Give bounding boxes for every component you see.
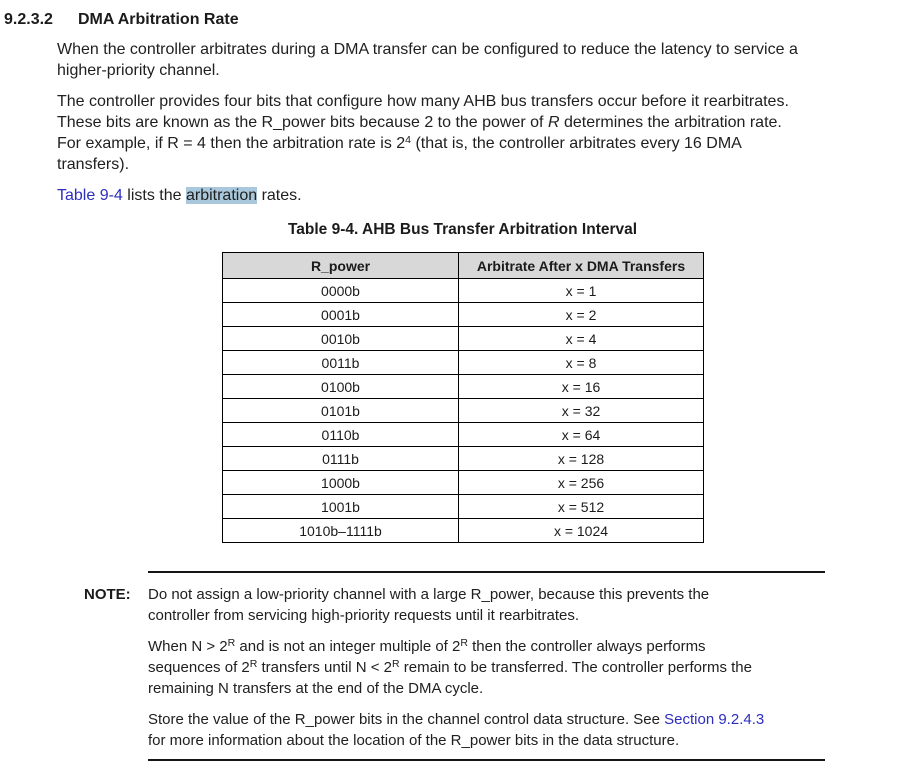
table-row: 0111b x = 128 xyxy=(222,446,704,471)
table-cell: 1000b xyxy=(222,470,459,495)
variable-name: R xyxy=(547,114,560,131)
text-run: determines the arbitration rate. xyxy=(559,114,782,131)
table-cell: x = 2 xyxy=(458,302,704,327)
body-paragraphs: When the controller arbitrates during a … xyxy=(57,39,908,206)
superscript: R xyxy=(392,658,400,670)
table-row: 0101b x = 32 xyxy=(222,398,704,423)
text-run: and is not an integer multiple of 2 xyxy=(235,638,461,655)
table-header-cell: Arbitrate After x DMA Transfers xyxy=(458,252,704,279)
text-run: (that is, the controller arbitrates ever… xyxy=(411,135,742,152)
table-cell: x = 128 xyxy=(458,446,704,471)
table-header: R_power Arbitrate After x DMA Transfers xyxy=(222,252,704,279)
text-run: The controller provides four bits that c… xyxy=(57,93,789,110)
text-run: transfers until N < 2 xyxy=(257,659,393,676)
section-title: DMA Arbitration Rate xyxy=(78,11,239,28)
table-row: 0100b x = 16 xyxy=(222,374,704,399)
para-table-ref: Table 9-4 lists the arbitration rates. xyxy=(57,185,908,206)
table-cell: x = 8 xyxy=(458,350,704,375)
text-run: When N > 2 xyxy=(148,638,228,655)
text-run: controller from servicing high-priority … xyxy=(148,607,579,624)
table-row: 1000b x = 256 xyxy=(222,470,704,495)
table-cell: x = 256 xyxy=(458,470,704,495)
table-row: 0010b x = 4 xyxy=(222,326,704,351)
note-para-store: Store the value of the R_power bits in t… xyxy=(148,709,825,751)
table-cell: x = 4 xyxy=(458,326,704,351)
table-cell: x = 1024 xyxy=(458,518,704,543)
cross-reference-link[interactable]: Section 9.2.4.3 xyxy=(664,711,765,728)
table-cell: 0100b xyxy=(222,374,459,399)
text-run: Do not assign a low-priority channel wit… xyxy=(148,586,710,603)
section-number: 9.2.3.2 xyxy=(4,11,53,28)
search-highlight: arbitration xyxy=(185,187,258,204)
table-body: 0000b x = 1 0001b x = 2 0010b x = 4 0011b x = 8… xyxy=(222,278,704,543)
text-run: These bits are known as the R_power bits… xyxy=(57,114,548,131)
text-run: Store the value of the R_power bits in t… xyxy=(148,711,665,728)
text-run: transfers). xyxy=(57,156,130,173)
superscript: R xyxy=(227,637,236,649)
text-run: remaining N transfers at the end of the … xyxy=(148,680,484,697)
note-label: NOTE: xyxy=(84,586,131,603)
text-run: sequences of 2 xyxy=(148,659,250,676)
table-caption: Table 9-4. AHB Bus Transfer Arbitration … xyxy=(287,221,638,238)
text-run: higher-priority channel. xyxy=(57,62,220,79)
table-cell: x = 1 xyxy=(458,278,704,303)
table-cell: 0111b xyxy=(222,446,459,471)
table-row: 0011b x = 8 xyxy=(222,350,704,375)
superscript: 4 xyxy=(405,134,412,146)
text-run: lists the xyxy=(122,187,186,204)
table-cell: x = 512 xyxy=(458,494,704,519)
text-run: remain to be transferred. The controller… xyxy=(399,659,752,676)
superscript: R xyxy=(249,658,258,670)
para-rpower: The controller provides four bits that c… xyxy=(57,91,908,175)
table-cell: 0010b xyxy=(222,326,459,351)
note-para-sequences: When N > 2R and is not an integer multip… xyxy=(148,636,825,699)
table-row: 1010b–1111b x = 1024 xyxy=(222,518,704,543)
superscript: R xyxy=(460,637,468,649)
table-row: 0001b x = 2 xyxy=(222,302,704,327)
table-header-row: R_power Arbitrate After x DMA Transfers xyxy=(222,252,704,279)
table-cell: x = 16 xyxy=(458,374,704,399)
table-cell: 0110b xyxy=(222,422,459,447)
table-cell: 0001b xyxy=(222,302,459,327)
text-run: then the controller always performs xyxy=(467,638,706,655)
para-latency: When the controller arbitrates during a … xyxy=(57,39,908,81)
table-header-cell: R_power xyxy=(222,252,459,279)
text-run: When the controller arbitrates during a … xyxy=(57,41,798,58)
table-cell: 0011b xyxy=(222,350,459,375)
arbitration-interval-table: R_power Arbitrate After x DMA Transfers 0… xyxy=(222,252,704,543)
table-cell: 0101b xyxy=(222,398,459,423)
section-heading: 9.2.3.2 DMA Arbitration Rate xyxy=(4,10,914,29)
table-cell: 0000b xyxy=(222,278,459,303)
table-cell: x = 64 xyxy=(458,422,704,447)
table-cell: 1001b xyxy=(222,494,459,519)
table-cell: x = 32 xyxy=(458,398,704,423)
table-row: 0110b x = 64 xyxy=(222,422,704,447)
table-row: 0000b x = 1 xyxy=(222,278,704,303)
table-row: 1001b x = 512 xyxy=(222,494,704,519)
note-paragraphs: Do not assign a low-priority channel wit… xyxy=(148,584,825,751)
text-run: for more information about the location … xyxy=(148,732,680,749)
table-cell: 1010b–1111b xyxy=(222,518,459,543)
note-para-priority: Do not assign a low-priority channel wit… xyxy=(148,584,825,626)
text-run: rates. xyxy=(257,187,302,204)
note-block: NOTE: Do not assign a low-priority chann… xyxy=(84,571,825,761)
text-run: For example, if R = 4 then the arbitrati… xyxy=(57,135,406,152)
cross-reference-link[interactable]: Table 9-4 xyxy=(57,187,123,204)
